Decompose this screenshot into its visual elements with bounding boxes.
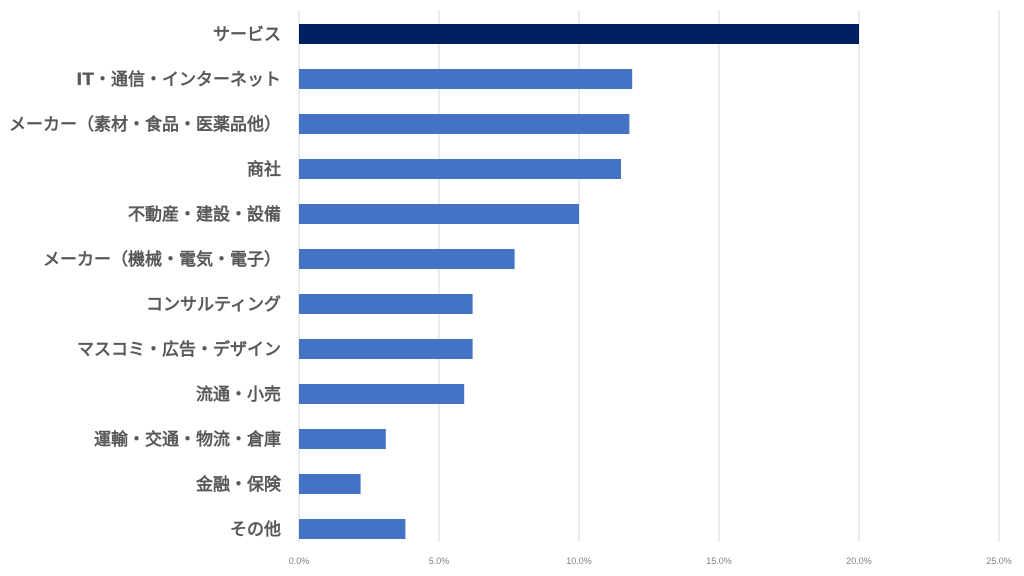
bar [299, 384, 465, 404]
bar [299, 24, 859, 44]
bar [299, 114, 630, 134]
bar [299, 519, 406, 539]
bar [299, 474, 361, 494]
x-axis-ticks: 0.0% 5.0% 10.0% 15.0% 20.0% 25.0% [289, 556, 1012, 566]
x-tick-label: 25.0% [986, 556, 1012, 566]
x-tick-label: 15.0% [706, 556, 732, 566]
bars [299, 24, 859, 539]
bar [299, 204, 579, 224]
category-label: 商社 [247, 159, 281, 180]
bar [299, 159, 621, 179]
x-tick-label: 5.0% [429, 556, 450, 566]
category-label: サービス [213, 25, 281, 45]
x-tick-label: 20.0% [846, 556, 872, 566]
bar [299, 429, 386, 449]
bar [299, 294, 473, 314]
bar [299, 339, 473, 359]
category-label: メーカー（素材・食品・医薬品他） [9, 114, 281, 135]
bar [299, 69, 633, 89]
bar [299, 249, 515, 269]
gridlines [298, 10, 1000, 542]
category-label: その他 [230, 519, 281, 540]
category-label: メーカー（機械・電気・電子） [43, 249, 281, 270]
category-label: 不動産・建設・設備 [128, 204, 281, 225]
category-label: コンサルティング [146, 294, 281, 315]
category-label: 金融・保険 [195, 474, 282, 495]
x-tick-label: 10.0% [566, 556, 592, 566]
x-tick-label: 0.0% [289, 556, 310, 566]
category-label: マスコミ・広告・デザイン [77, 339, 281, 360]
category-label: 流通・小売 [196, 384, 281, 405]
category-label: 運輸・交通・物流・倉庫 [94, 429, 281, 450]
category-label: IT・通信・インターネット [76, 69, 281, 90]
